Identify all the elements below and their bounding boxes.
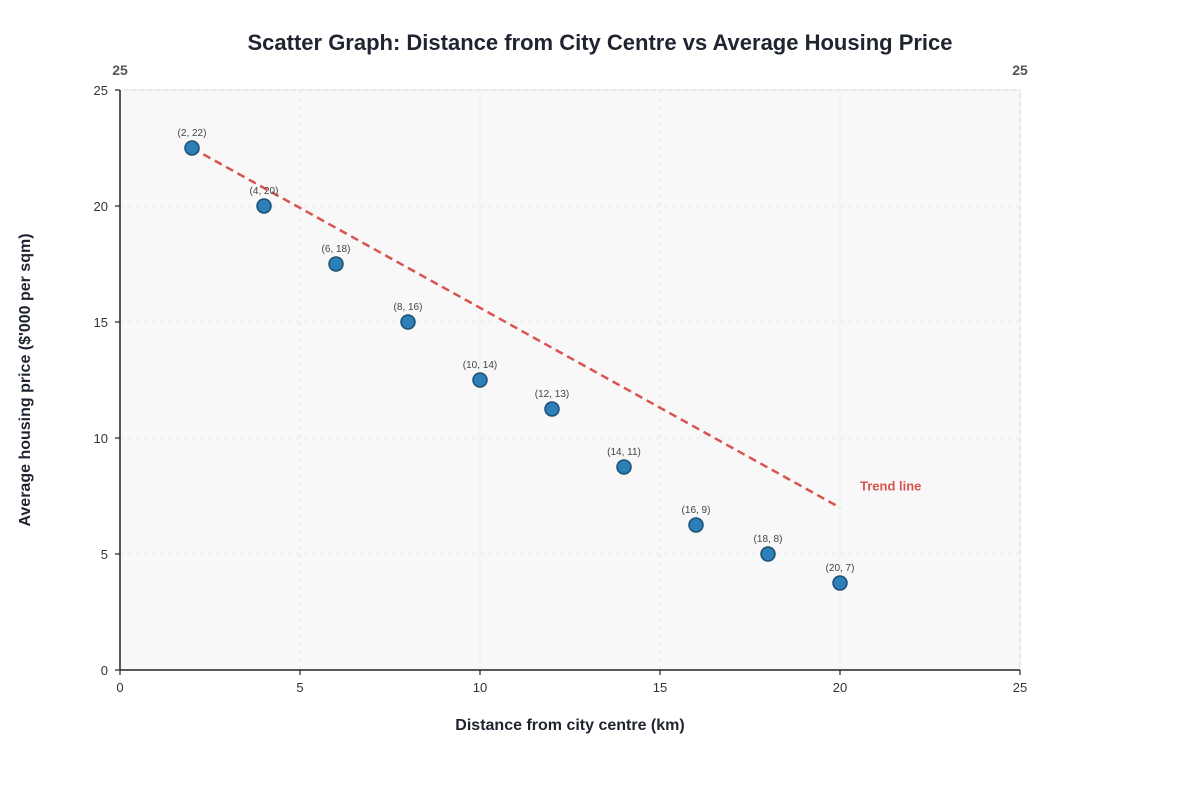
y-tick-label-2: 10 bbox=[94, 431, 108, 446]
x-tick-label-3: 15 bbox=[653, 680, 667, 695]
top-right-label: 25 bbox=[1012, 62, 1028, 78]
point-label-7: (16, 9) bbox=[682, 505, 711, 516]
chart-title: Scatter Graph: Distance from City Centre… bbox=[247, 30, 952, 55]
y-tick-label-3: 15 bbox=[94, 315, 108, 330]
scatter-point-6 bbox=[616, 459, 632, 475]
y-tick-label-4: 20 bbox=[94, 199, 108, 214]
scatter-point-0 bbox=[184, 140, 200, 156]
point-label-5: (12, 13) bbox=[535, 389, 569, 400]
point-label-8: (18, 8) bbox=[754, 534, 783, 545]
plot-area: 0 5 10 15 20 25 0 5 10 15 20 25 Trend line (2, 22) (4,… bbox=[94, 83, 1028, 695]
top-left-label: 25 bbox=[112, 62, 128, 78]
x-axis-label: Distance from city centre (km) bbox=[455, 717, 684, 734]
scatter-point-4 bbox=[472, 372, 488, 388]
y-axis-label: Average housing price ($'000 per sqm) bbox=[17, 233, 34, 526]
y-tick-label-0: 0 bbox=[101, 663, 108, 678]
trend-line bbox=[191, 146, 841, 509]
point-label-6: (14, 11) bbox=[607, 447, 641, 458]
scatter-point-7 bbox=[688, 517, 704, 533]
point-label-0: (2, 22) bbox=[178, 128, 207, 139]
point-label-4: (10, 14) bbox=[463, 360, 497, 371]
trend-line-label: Trend line bbox=[860, 479, 921, 494]
x-tick-label-5: 25 bbox=[1013, 680, 1027, 695]
x-tick-label-2: 10 bbox=[473, 680, 487, 695]
scatter-point-3 bbox=[400, 314, 416, 330]
y-tick-label-1: 5 bbox=[101, 547, 108, 562]
scatter-point-8 bbox=[760, 546, 776, 562]
scatter-point-2 bbox=[328, 256, 344, 272]
point-label-3: (8, 16) bbox=[394, 302, 423, 313]
x-tick-label-0: 0 bbox=[116, 680, 123, 695]
point-label-1: (4, 20) bbox=[250, 186, 279, 197]
point-label-2: (6, 18) bbox=[322, 244, 351, 255]
scatter-point-1 bbox=[256, 198, 272, 214]
plot-background bbox=[119, 89, 1021, 671]
scatter-point-9 bbox=[832, 575, 848, 591]
point-label-9: (20, 7) bbox=[826, 563, 855, 574]
x-tick-label-1: 5 bbox=[296, 680, 303, 695]
scatter-point-5 bbox=[544, 401, 560, 417]
y-tick-label-5: 25 bbox=[94, 83, 108, 98]
x-tick-label-4: 20 bbox=[833, 680, 847, 695]
